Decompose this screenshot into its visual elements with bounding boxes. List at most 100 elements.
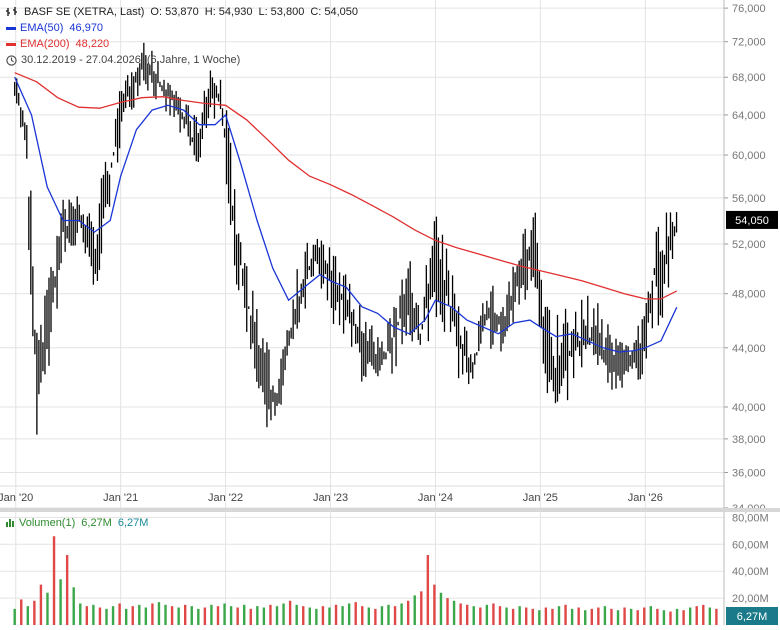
volume-bar [557,606,561,625]
volume-bar [111,606,115,625]
volume-bar [616,610,620,625]
volume-bar [92,604,95,625]
ema200-swatch [6,42,16,46]
x-tick-label: Jan '21 [103,492,138,504]
volume-bar [426,555,430,625]
volume-bar [420,591,423,625]
volume-bar [105,608,108,625]
volume-bar [20,599,23,625]
volume-bar [315,608,318,625]
legend-open: O: 53,870 [150,6,199,18]
volume-bar [577,607,580,625]
volume-bar [590,608,593,625]
volume-legend[interactable]: Volumen(1) 6,27M 6,27M [6,517,148,530]
volume-bar [243,604,246,625]
volume-bar [190,606,193,625]
legend-ema50-value: 46,970 [69,22,104,34]
volume-bar [321,606,325,625]
volume-bar [288,600,292,625]
volume-bar [157,602,161,625]
volume-bar [262,607,266,625]
volume-bar [52,536,56,625]
volume-bar [354,602,357,625]
volume-bar [597,607,600,625]
ema50-line [14,76,678,353]
volume-bar [177,607,180,625]
volume-bar [387,604,390,625]
volume-bar [229,606,233,625]
volume-bar [138,604,141,625]
volume-bar [511,608,515,625]
legend-ema50-row[interactable]: EMA(50) 46,970 [6,21,103,35]
legend-ema50-label: EMA(50) [20,22,64,34]
volume-bar [446,598,449,625]
volume-bar [374,608,377,625]
legend-ema200-value: 48,220 [75,38,110,50]
volume-bar [518,606,521,625]
legend-ohlc-row: BASF SE (XETRA, Last) O: 53,870 H: 54,930 L… [6,5,358,19]
ema50-swatch [6,26,16,30]
legend-range: 30.12.2019 - 27.04.2026 [21,54,141,66]
volume-bar [584,610,587,625]
volume-bar [669,611,672,625]
volume-bar [715,608,718,625]
volume-bar [131,606,134,625]
grid-lines [0,0,724,625]
price-tick-label: 44,000 [732,343,766,355]
volume-legend-value2: 6,27M [117,517,149,529]
volume-bar [144,607,148,625]
volume-bar [433,584,436,625]
price-tick-label: 68,000 [732,72,766,84]
legend-title: BASF SE (XETRA, Last) [24,6,145,18]
volume-bar [544,607,548,625]
volume-bar [256,606,259,625]
volume-legend-label: Volumen(1) [19,517,76,529]
legend-range-row: 30.12.2019 - 27.04.2026 (6 Jahre, 1 Woche… [6,53,240,67]
volume-bar [629,608,633,625]
volume-bar [203,607,207,625]
volume-bar [275,606,279,625]
price-tick-label: 40,000 [732,402,766,414]
ema-lines [14,72,678,353]
volume-bar [400,603,403,625]
legend-ema200-row[interactable]: EMA(200) 48,220 [6,37,109,51]
volume-bar [197,608,200,625]
volume-bar [59,579,62,625]
price-tick-label: 38,000 [732,434,766,446]
x-tick-label: Jan '25 [523,492,558,504]
x-tick-label: Jan '26 [628,492,663,504]
volume-bar [367,607,371,625]
x-tick-label: Jan '23 [313,492,348,504]
volume-bar [682,610,685,625]
volume-bar [505,607,508,625]
volume-bar [662,610,666,625]
price-bars [14,42,678,435]
volume-bar [151,603,154,625]
volume-bar [170,606,174,625]
volume-bars [13,536,718,625]
volume-bar [308,607,311,625]
volume-bar [13,608,16,625]
legend-close: C: 54,050 [310,6,359,18]
volume-bar [452,600,456,625]
x-tick-label: Jan '20 [0,492,33,504]
volume-bar [347,603,351,625]
ema200-line [14,72,678,300]
volume-bar [341,606,344,625]
volume-bar [79,603,82,625]
volume-bar [695,606,698,625]
volume-bar [249,608,252,625]
volume-bar [183,604,187,625]
volume-bar [26,606,30,625]
volume-bar [328,607,331,625]
volume-bar [302,606,305,625]
price-tick-label: 76,000 [732,3,766,15]
pane-divider [0,508,780,512]
last-volume-label: 6,27M [737,611,768,623]
volume-bar [46,592,49,625]
volume-bar [413,595,416,625]
volume-bar [465,604,469,625]
last-price-label: 54,050 [735,215,769,227]
